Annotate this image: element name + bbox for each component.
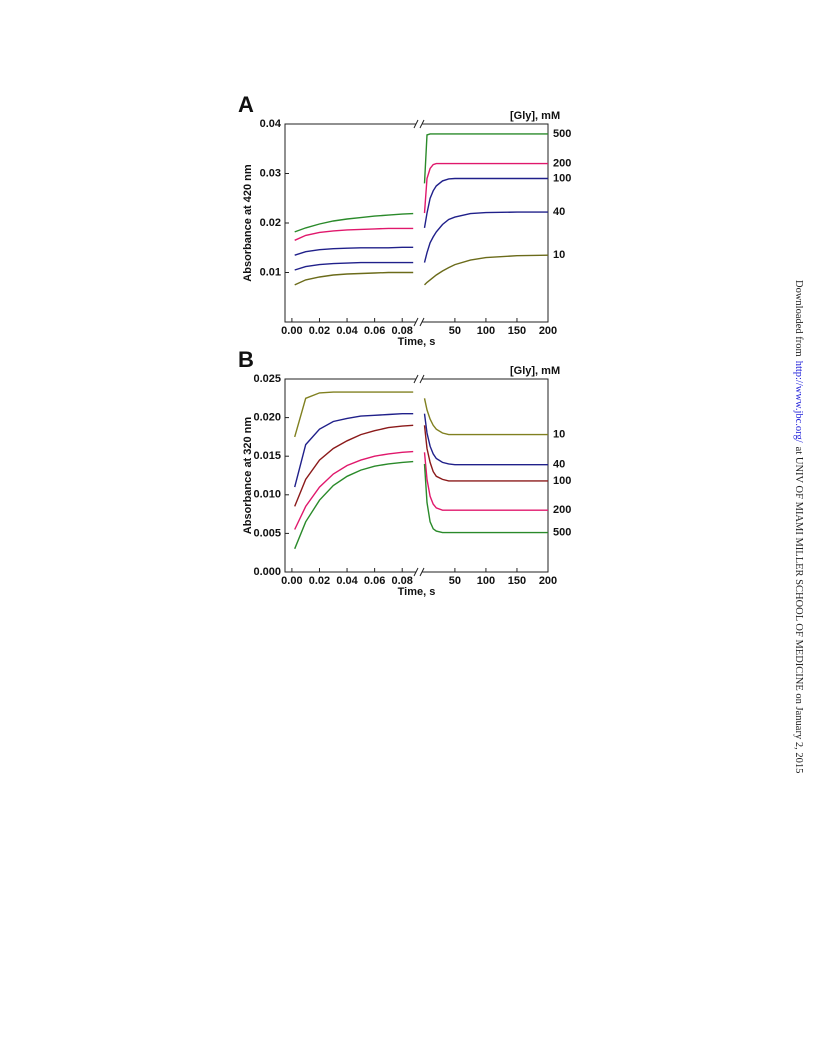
axis-break [413,374,425,384]
fit-line [423,211,548,263]
fit-line [294,271,414,286]
series-label: 40 [553,459,565,471]
fit-line [294,460,414,550]
y-tick-label: 0.03 [260,167,281,179]
axis-break [413,317,425,327]
series-label: 40 [553,206,565,218]
fit-line [424,254,549,286]
panel-letter: A [238,92,254,117]
y-tick-label: 0.010 [253,489,281,501]
x-tick-label: 0.02 [309,575,330,587]
axis-break [413,567,425,577]
series-label: 200 [553,158,571,170]
x-tick-label: 0.04 [336,575,358,587]
legend-title: [Gly], mM [510,110,560,122]
y-tick-label: 0.02 [260,217,281,229]
y-axis-label: Absorbance at 420 nm [242,164,254,282]
axis-frame [284,378,549,573]
x-tick-label: 150 [508,575,526,587]
axis-break [413,119,425,129]
x-tick-label: 0.04 [336,325,358,337]
y-tick-label: 0.025 [253,373,281,385]
panel-letter: B [238,347,254,372]
x-tick-label: 100 [477,575,495,587]
x-axis-label: Time, s [398,336,436,348]
x-tick-label: 50 [449,325,461,337]
series-label: 10 [553,428,565,440]
fit-line [423,413,548,466]
series-label: 100 [553,475,571,487]
fit-line [294,424,414,507]
side-suffix: at UNIV OF MIAMI MILLER SCHOOL OF MEDICI… [793,446,804,774]
fit-line [294,261,414,271]
fit-line [294,450,414,530]
x-tick-label: 200 [539,575,557,587]
x-tick-label: 200 [539,325,557,337]
x-tick-label: 0.06 [364,575,385,587]
y-axis-label: Absorbance at 320 nm [242,417,254,535]
fit-line [294,246,414,256]
y-tick-label: 0.01 [260,266,281,278]
fit-line [423,452,548,511]
side-link[interactable]: http://www.jbc.org/ [793,360,804,443]
fit-line [294,227,414,241]
fit-line [423,162,548,214]
series-label: 100 [553,172,571,184]
fit-line [423,425,548,482]
fit-line [423,398,548,436]
x-tick-label: 0.08 [391,575,412,587]
fit-line [294,413,414,488]
fit-line [294,391,414,438]
series-label: 200 [553,504,571,516]
x-tick-label: 0.08 [391,325,412,337]
fit-line [294,212,414,233]
side-note: Downloaded from http://www.jbc.org/at UNI… [793,280,804,800]
fit-line [423,177,548,229]
x-tick-label: 100 [477,325,495,337]
fit-line [423,463,548,534]
x-tick-label: 0.06 [364,325,385,337]
y-tick-label: 0.020 [253,412,281,424]
x-tick-label: 150 [508,325,526,337]
y-tick-label: 0.005 [253,527,281,539]
series-label: 500 [553,128,571,140]
x-tick-label: 0.00 [281,325,302,337]
y-tick-label: 0.000 [253,566,281,578]
y-tick-label: 0.04 [260,118,282,130]
series-label: 10 [553,249,565,261]
legend-title: [Gly], mM [510,365,560,377]
x-tick-label: 0.02 [309,325,330,337]
fit-line [423,133,548,184]
x-tick-label: 0.00 [281,575,302,587]
series-label: 500 [553,527,571,539]
x-tick-label: 50 [449,575,461,587]
y-tick-label: 0.015 [253,450,281,462]
side-prefix: Downloaded from [793,280,804,357]
x-axis-label: Time, s [398,586,436,598]
